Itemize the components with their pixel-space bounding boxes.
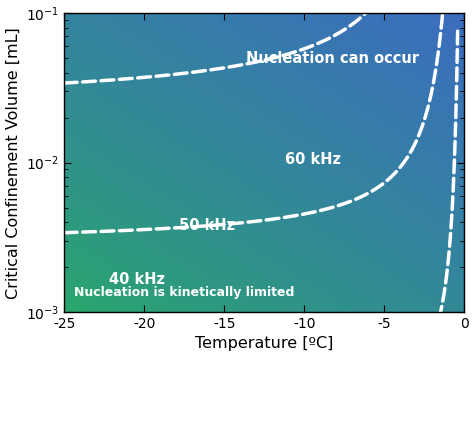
- Text: Nucleation can occur: Nucleation can occur: [246, 51, 419, 66]
- Text: Nucleation is kinetically limited: Nucleation is kinetically limited: [74, 286, 294, 299]
- Text: 40 kHz: 40 kHz: [109, 272, 165, 287]
- X-axis label: Temperature [ºC]: Temperature [ºC]: [195, 336, 333, 352]
- Text: 60 kHz: 60 kHz: [285, 152, 341, 167]
- Text: 50 kHz: 50 kHz: [180, 218, 236, 233]
- Text: 30 kHz: 30 kHz: [88, 394, 144, 409]
- Y-axis label: Critical Confinement Volume [mL]: Critical Confinement Volume [mL]: [6, 27, 20, 299]
